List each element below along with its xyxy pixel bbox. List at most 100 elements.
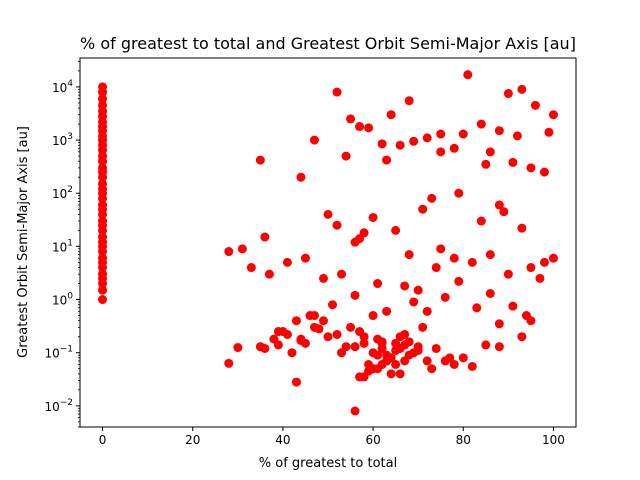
data-point bbox=[98, 247, 108, 257]
data-point bbox=[98, 156, 108, 166]
data-point bbox=[246, 263, 256, 273]
data-point bbox=[364, 366, 374, 376]
data-point bbox=[413, 285, 423, 295]
data-point bbox=[449, 359, 459, 369]
data-point bbox=[431, 263, 441, 273]
data-point bbox=[503, 269, 513, 279]
data-point bbox=[332, 329, 342, 339]
plot-frame bbox=[79, 57, 577, 428]
data-point bbox=[530, 100, 540, 110]
data-point bbox=[400, 281, 410, 291]
data-point bbox=[382, 306, 392, 316]
data-point bbox=[449, 253, 459, 263]
data-point bbox=[282, 329, 292, 339]
data-point bbox=[494, 126, 504, 136]
data-point bbox=[98, 285, 108, 295]
y-tick-label: 10−1 bbox=[44, 345, 73, 361]
data-point bbox=[548, 253, 558, 263]
data-point bbox=[404, 250, 414, 260]
x-tick-label: 80 bbox=[456, 433, 471, 447]
data-point bbox=[332, 87, 342, 97]
data-point bbox=[476, 216, 486, 226]
data-point bbox=[485, 288, 495, 298]
data-point bbox=[400, 356, 410, 366]
data-point bbox=[526, 163, 536, 173]
data-point bbox=[364, 123, 374, 133]
data-point bbox=[391, 338, 401, 348]
data-point bbox=[485, 147, 495, 157]
data-point bbox=[481, 159, 491, 169]
data-point bbox=[373, 350, 383, 360]
data-point bbox=[98, 279, 108, 289]
data-point bbox=[436, 129, 446, 139]
data-point bbox=[323, 209, 333, 219]
data-point bbox=[431, 343, 441, 353]
data-point bbox=[332, 220, 342, 230]
data-point bbox=[436, 147, 446, 157]
data-point bbox=[233, 343, 243, 353]
data-point bbox=[548, 110, 558, 120]
data-point bbox=[413, 345, 423, 355]
data-point bbox=[368, 212, 378, 222]
data-point bbox=[449, 143, 459, 153]
data-point bbox=[472, 303, 482, 313]
data-point bbox=[341, 342, 351, 352]
data-point bbox=[463, 70, 473, 80]
data-point bbox=[539, 257, 549, 267]
data-point bbox=[273, 340, 283, 350]
data-point bbox=[350, 342, 360, 352]
data-point bbox=[427, 364, 437, 374]
data-point bbox=[346, 114, 356, 124]
y-tick-label: 101 bbox=[52, 238, 73, 254]
y-tick-label: 102 bbox=[52, 185, 73, 201]
data-point bbox=[296, 335, 306, 345]
data-point bbox=[476, 119, 486, 129]
data-point bbox=[309, 322, 319, 332]
data-point bbox=[355, 122, 365, 132]
data-point bbox=[255, 342, 265, 352]
data-point bbox=[391, 225, 401, 235]
data-point bbox=[445, 353, 455, 363]
data-point bbox=[539, 167, 549, 177]
data-point bbox=[98, 263, 108, 273]
data-point bbox=[355, 372, 365, 382]
data-point bbox=[440, 292, 450, 302]
data-point bbox=[458, 353, 468, 363]
y-tick-label: 103 bbox=[52, 132, 73, 148]
data-point bbox=[287, 348, 297, 358]
data-point bbox=[422, 306, 432, 316]
data-point bbox=[318, 316, 328, 326]
data-point bbox=[494, 342, 504, 352]
data-point bbox=[409, 136, 419, 146]
data-point bbox=[224, 358, 234, 368]
data-point bbox=[328, 300, 338, 310]
data-point bbox=[526, 316, 536, 326]
data-point bbox=[481, 340, 491, 350]
x-axis-ticks: 0 20 40 60 80 100 bbox=[99, 427, 565, 447]
data-point bbox=[237, 244, 247, 254]
data-point bbox=[526, 263, 536, 273]
data-point bbox=[395, 140, 405, 150]
data-point bbox=[467, 361, 477, 371]
data-point bbox=[98, 172, 108, 182]
data-point bbox=[544, 127, 554, 137]
data-point bbox=[494, 200, 504, 210]
data-point bbox=[323, 332, 333, 342]
data-point bbox=[499, 207, 509, 217]
data-point bbox=[395, 369, 405, 379]
x-tick-label: 40 bbox=[275, 433, 290, 447]
data-point bbox=[346, 322, 356, 332]
data-point bbox=[264, 269, 274, 279]
data-point bbox=[427, 193, 437, 203]
data-point bbox=[305, 311, 315, 321]
data-point bbox=[454, 188, 464, 198]
data-point bbox=[409, 297, 419, 307]
data-point bbox=[282, 257, 292, 267]
y-tick-label: 10−2 bbox=[44, 398, 73, 414]
data-point bbox=[422, 356, 432, 366]
data-point bbox=[517, 332, 527, 342]
data-point bbox=[291, 377, 301, 387]
data-point bbox=[260, 232, 270, 242]
